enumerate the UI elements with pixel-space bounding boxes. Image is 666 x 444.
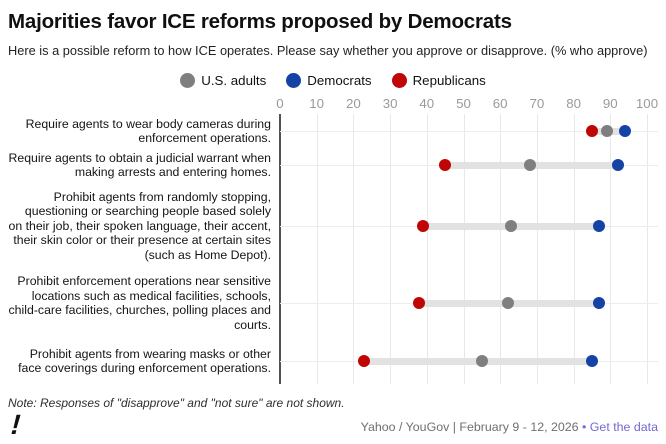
x-tick-label-60: 60	[492, 96, 508, 111]
chart-row: Prohibit agents from wearing masks or ot…	[8, 336, 658, 386]
row-lane	[280, 114, 658, 148]
row-lane	[280, 148, 658, 182]
x-axis: 0 10 20 30 40 50 60 70 80 90 100	[8, 92, 658, 114]
chart-row: Prohibit agents from randomly stopping, …	[8, 182, 658, 270]
row-label: Prohibit agents from wearing masks or ot…	[18, 346, 271, 376]
x-tick-label-40: 40	[419, 96, 435, 111]
dot-u-s-adults	[475, 355, 488, 367]
dot-u-s-adults	[600, 125, 613, 137]
legend-dot-us-adults	[180, 72, 196, 88]
dot-plot-chart: 0 10 20 30 40 50 60 70 80 90 100 Require agents to…	[8, 92, 658, 386]
footer-row: ! Yahoo / YouGov | February 9 - 12, 2026…	[8, 409, 658, 440]
x-tick-label-90: 90	[602, 96, 618, 111]
row-gridline	[280, 131, 658, 132]
dot-republicans	[413, 297, 426, 309]
dot-democrats	[585, 355, 598, 367]
credit-separator: •	[578, 420, 590, 434]
legend: U.S. adults Democrats Republicans	[8, 71, 658, 89]
dot-democrats	[593, 220, 606, 232]
x-tick-label-50: 50	[456, 96, 471, 111]
x-tick-label-20: 20	[345, 96, 361, 111]
legend-label-us-adults: U.S. adults	[201, 72, 267, 88]
dot-democrats	[618, 125, 631, 137]
dot-democrats	[611, 159, 624, 171]
chart-row: Require agents to obtain a judicial warr…	[8, 148, 658, 182]
dot-democrats	[593, 297, 606, 309]
get-the-data-link[interactable]: Get the data	[589, 420, 658, 434]
legend-dot-republicans	[391, 72, 407, 88]
row-lane	[280, 336, 658, 386]
dot-u-s-adults	[523, 159, 536, 171]
yahoo-exclamation-logo: !	[9, 409, 22, 440]
row-label: Prohibit enforcement operations near sen…	[8, 274, 271, 332]
credit-text: Yahoo / YouGov | February 9 - 12, 2026	[360, 420, 579, 434]
chart-row: Require agents to wear body cameras duri…	[8, 114, 658, 148]
row-label: Require agents to obtain a judicial warr…	[8, 150, 272, 180]
dot-republicans	[358, 355, 371, 367]
row-lane	[280, 270, 658, 336]
legend-label-democrats: Democrats	[307, 72, 372, 88]
chart-subtitle: Here is a possible reform to how ICE ope…	[8, 43, 648, 58]
x-tick-label-80: 80	[566, 96, 581, 111]
dot-u-s-adults	[505, 220, 518, 232]
legend-item-democrats: Democrats	[286, 72, 372, 88]
dot-republicans	[417, 220, 430, 232]
x-tick-label-30: 30	[382, 96, 398, 111]
dot-republicans	[439, 159, 452, 171]
chart-rows: Require agents to wear body cameras duri…	[8, 114, 658, 386]
dot-republicans	[585, 125, 598, 137]
legend-label-republicans: Republicans	[412, 72, 486, 88]
source-credit: Yahoo / YouGov | February 9 - 12, 2026 •…	[361, 410, 658, 434]
row-label: Prohibit agents from randomly stopping, …	[8, 189, 271, 262]
x-tick-label-10: 10	[309, 96, 325, 111]
dot-u-s-adults	[501, 297, 514, 309]
x-tick-label-0: 0	[276, 96, 284, 111]
chart-title: Majorities favor ICE reforms proposed by…	[8, 10, 512, 33]
footnote: Note: Responses of "disapprove" and "not…	[8, 396, 345, 410]
x-tick-label-100: 100	[635, 96, 659, 111]
chart-row: Prohibit enforcement operations near sen…	[8, 270, 658, 336]
legend-item-republicans: Republicans	[391, 72, 486, 88]
plot-area: Require agents to wear body cameras duri…	[8, 114, 658, 386]
x-tick-label-70: 70	[529, 96, 545, 111]
legend-dot-democrats	[286, 72, 302, 88]
legend-item-us-adults: U.S. adults	[180, 72, 267, 88]
row-lane	[280, 182, 658, 270]
row-label: Require agents to wear body cameras duri…	[25, 116, 271, 146]
